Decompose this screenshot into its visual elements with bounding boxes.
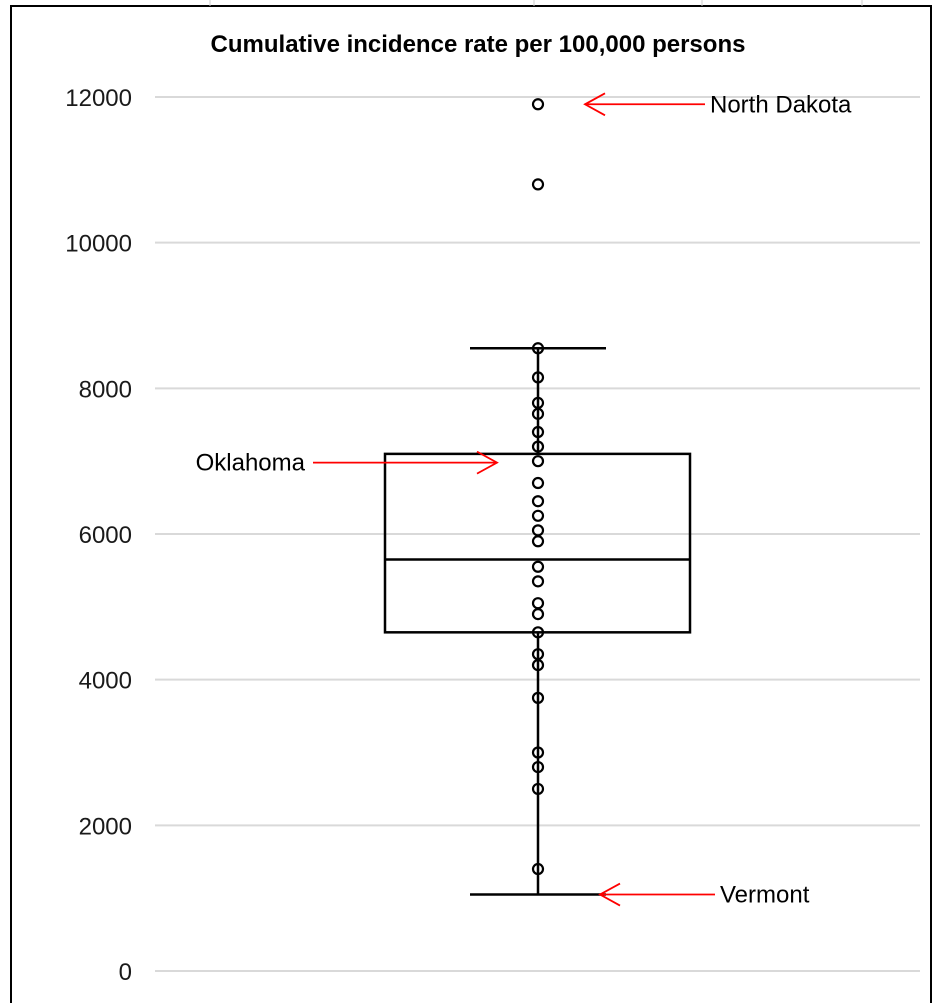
data-point-3 — [531, 746, 545, 759]
data-point-18 — [531, 440, 545, 453]
data-point-21 — [531, 396, 545, 409]
data-point-0 — [531, 862, 545, 876]
data-point-13 — [531, 524, 545, 537]
data-point-4 — [531, 691, 545, 704]
y-tick-label-2000: 2000 — [79, 813, 132, 840]
data-point-19 — [531, 425, 545, 439]
data-point-14 — [531, 509, 545, 522]
data-point-24 — [531, 178, 545, 191]
data-point-1 — [531, 782, 545, 796]
data-point-2 — [531, 760, 545, 774]
y-tick-label-6000: 6000 — [79, 522, 132, 549]
data-point-6 — [531, 648, 545, 661]
data-point-10 — [531, 575, 545, 588]
annotations: North Dakota Oklahoma Vermont — [196, 91, 852, 908]
y-tick-label-12000: 12000 — [65, 85, 132, 112]
annotation-label-oklahoma: Oklahoma — [196, 450, 306, 477]
data-point-22 — [531, 371, 545, 384]
y-tick-label-10000: 10000 — [65, 231, 132, 258]
data-point-17 — [531, 455, 545, 468]
data-point-15 — [531, 495, 545, 508]
boxplot — [383, 347, 692, 896]
arrowhead-north-dakota — [583, 92, 606, 117]
arrowhead-oklahoma — [476, 450, 499, 475]
iqr-box — [383, 452, 692, 634]
annotation-label-north-dakota: North Dakota — [710, 91, 852, 118]
y-tick-label-4000: 4000 — [79, 668, 132, 695]
y-axis-ticks: 0 2000 4000 6000 8000 10000 12000 — [65, 85, 132, 986]
chart-frame — [10, 5, 932, 1003]
data-point-9 — [531, 597, 545, 610]
data-points — [531, 98, 545, 876]
top-stubs — [209, 0, 863, 6]
data-point-11 — [531, 560, 545, 573]
data-point-7 — [531, 626, 545, 639]
data-point-25 — [531, 98, 545, 111]
data-point-16 — [531, 476, 545, 490]
chart-title: Cumulative incidence rate per 100,000 pe… — [211, 31, 746, 58]
data-point-23 — [531, 342, 545, 355]
y-tick-label-0: 0 — [119, 959, 132, 986]
y-tick-label-8000: 8000 — [79, 376, 132, 403]
annotation-label-vermont: Vermont — [720, 882, 810, 909]
arrowhead-vermont — [598, 882, 621, 907]
